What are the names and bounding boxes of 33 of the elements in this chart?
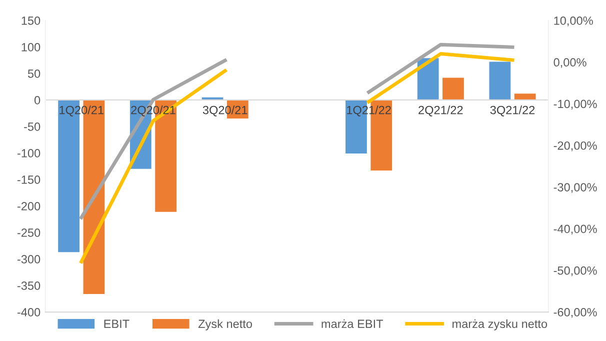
- y-tick-label: -400: [17, 308, 40, 316]
- y2-tick-label: 0,00%: [554, 58, 586, 68]
- y2-tick-label: -50,00%: [554, 266, 597, 276]
- legend-label: marża zysku netto: [452, 319, 548, 330]
- bar: [417, 58, 439, 100]
- x-tick-label: 1Q20/21: [60, 106, 104, 116]
- y2-tick-label: -40,00%: [554, 224, 597, 234]
- y2-tick-label: 10,00%: [554, 16, 593, 26]
- x-tick-label: 1Q21/22: [347, 106, 391, 116]
- y-tick-label: 150: [22, 16, 40, 25]
- y-tick-label: 0: [34, 96, 40, 104]
- y2-tick-label: -30,00%: [554, 183, 597, 193]
- bar: [442, 78, 464, 100]
- legend-label: marża EBIT: [322, 319, 384, 328]
- legend-label: Zysk netto: [198, 319, 252, 330]
- x-tick-label: 2Q20/21: [131, 106, 176, 116]
- x-tick-label: 2Q21/22: [418, 106, 463, 116]
- y-tick-label: -300: [17, 255, 40, 264]
- y-tick-label: -100: [17, 149, 40, 158]
- y-tick-label: -250: [17, 228, 40, 237]
- y-tick-label: 50: [28, 70, 40, 78]
- y-tick-label: -50: [24, 122, 40, 131]
- x-tick-label: 3Q21/22: [490, 106, 535, 116]
- bar: [514, 94, 536, 100]
- y2-tick-label: -20,00%: [554, 141, 597, 152]
- bar: [489, 62, 511, 100]
- y2-tick-label: -60,00%: [554, 308, 597, 318]
- y-tick-label: -350: [17, 282, 40, 290]
- y-tick-label: -200: [17, 202, 40, 210]
- y2-tick-label: -10,00%: [554, 100, 597, 110]
- legend-label: EBIT: [104, 320, 130, 328]
- y-tick-label: -150: [17, 176, 40, 184]
- y-tick-label: 100: [22, 43, 40, 52]
